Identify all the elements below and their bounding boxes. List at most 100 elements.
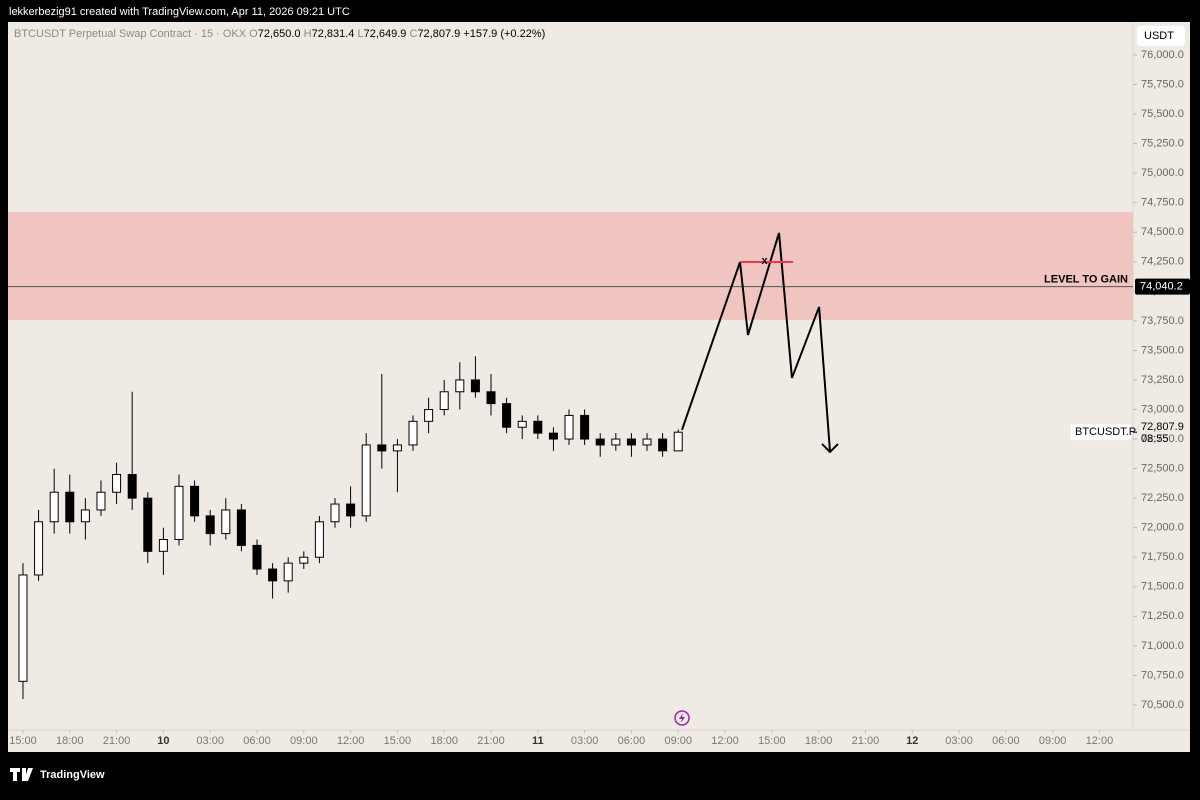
footer-brand: TradingView bbox=[40, 769, 105, 781]
candle-body bbox=[533, 420, 543, 434]
candle-body bbox=[470, 379, 480, 393]
y-tick-label: 72,500.0 bbox=[1141, 462, 1184, 474]
x-tick-label: 15:00 bbox=[758, 735, 786, 747]
x-tick-label: 03:00 bbox=[571, 735, 599, 747]
y-tick-label: 72,750.0 bbox=[1141, 433, 1184, 445]
level-label: LEVEL TO GAIN bbox=[1044, 273, 1128, 285]
marker-label: x bbox=[761, 255, 768, 267]
y-tick-label: 75,000.0 bbox=[1141, 167, 1184, 179]
candle-body bbox=[346, 503, 356, 517]
candle-body bbox=[252, 544, 262, 570]
candle-body bbox=[65, 491, 75, 523]
symbol: BTCUSDT Perpetual Swap Contract · 15 · O… bbox=[14, 28, 247, 40]
x-tick-label: 21:00 bbox=[103, 735, 131, 747]
o-label: O bbox=[249, 28, 258, 40]
y-tick-label: 73,750.0 bbox=[1141, 315, 1184, 327]
x-tick-label: 12 bbox=[906, 735, 918, 747]
candle-body bbox=[190, 485, 200, 517]
x-tick-label: 12:00 bbox=[711, 735, 739, 747]
header: lekkerbezig91 created with TradingView.c… bbox=[9, 6, 350, 18]
candle-body bbox=[127, 474, 137, 499]
l-label: L bbox=[357, 28, 363, 40]
close: 72,807.9 bbox=[417, 28, 460, 40]
c-label: C bbox=[409, 28, 417, 40]
candle-body bbox=[158, 538, 168, 552]
y-tick-label: 73,000.0 bbox=[1141, 403, 1184, 415]
candle-body bbox=[377, 444, 387, 452]
candle-body bbox=[626, 438, 636, 446]
x-tick-label: 03:00 bbox=[945, 735, 973, 747]
candle-body bbox=[658, 438, 668, 452]
candle-body bbox=[361, 444, 371, 517]
candle-body bbox=[517, 420, 527, 428]
symbol-tag bbox=[1071, 424, 1131, 441]
candle-body bbox=[221, 509, 231, 535]
h-label: H bbox=[304, 28, 312, 40]
x-tick-label: 21:00 bbox=[852, 735, 880, 747]
candle-body bbox=[268, 568, 278, 582]
footer-logo: TradingView bbox=[10, 768, 105, 781]
candle-body bbox=[611, 438, 621, 446]
candle-body bbox=[236, 509, 246, 546]
currency-box[interactable] bbox=[1137, 26, 1185, 46]
y-tick-label: 72,250.0 bbox=[1141, 492, 1184, 504]
candle-body bbox=[143, 497, 153, 552]
y-tick-label: 73,500.0 bbox=[1141, 344, 1184, 356]
candle-body bbox=[80, 509, 90, 523]
y-tick-label: 71,000.0 bbox=[1141, 640, 1184, 652]
last-price-label: 72,807.9 bbox=[1141, 421, 1184, 433]
x-tick-label: 21:00 bbox=[477, 735, 505, 747]
x-tick-label: 06:00 bbox=[618, 735, 646, 747]
event-icon[interactable] bbox=[674, 710, 690, 726]
y-tick-label: 74,750.0 bbox=[1141, 197, 1184, 209]
candle-body bbox=[18, 574, 28, 682]
candle-body bbox=[424, 409, 434, 422]
level-tag bbox=[1135, 278, 1190, 295]
x-tick-label: 09:00 bbox=[290, 735, 318, 747]
x-tick-label: 12:00 bbox=[1086, 735, 1114, 747]
candle-body bbox=[205, 515, 215, 535]
projection-arrowhead bbox=[821, 443, 839, 454]
event-circle[interactable] bbox=[674, 710, 690, 726]
legend: BTCUSDT Perpetual Swap Contract · 15 · O… bbox=[14, 28, 545, 40]
candle-body bbox=[595, 438, 605, 446]
candle-body bbox=[642, 438, 652, 446]
x-tick-label: 18:00 bbox=[805, 735, 833, 747]
x-tick-label: 10 bbox=[157, 735, 169, 747]
logo-icon bbox=[10, 768, 33, 781]
candle-body bbox=[34, 521, 44, 576]
x-tick-label: 18:00 bbox=[430, 735, 458, 747]
candle-body bbox=[392, 444, 402, 452]
y-tick-label: 74,250.0 bbox=[1141, 256, 1184, 268]
y-tick-label: 71,500.0 bbox=[1141, 581, 1184, 593]
x-tick-label: 06:00 bbox=[992, 735, 1020, 747]
chart-background bbox=[8, 22, 1190, 752]
countdown: 08:55 bbox=[1141, 433, 1169, 445]
open: 72,650.0 bbox=[258, 28, 301, 40]
candle-body bbox=[439, 391, 449, 411]
candle-body bbox=[299, 556, 309, 564]
x-tick-label: 15:00 bbox=[384, 735, 412, 747]
candle-body bbox=[408, 420, 418, 446]
x-tick-label: 09:00 bbox=[1039, 735, 1067, 747]
candle-body bbox=[314, 521, 324, 558]
candle-body bbox=[112, 474, 122, 493]
event-bolt[interactable] bbox=[679, 713, 685, 723]
candle-body bbox=[330, 503, 340, 523]
candle-body bbox=[96, 491, 106, 511]
x-tick-label: 09:00 bbox=[664, 735, 692, 747]
x-tick-label: 12:00 bbox=[337, 735, 365, 747]
candle-body bbox=[673, 431, 683, 452]
candle-body bbox=[580, 414, 590, 440]
candle-body bbox=[49, 491, 59, 523]
currency[interactable]: USDT bbox=[1144, 30, 1174, 42]
candle-body bbox=[548, 432, 558, 440]
x-tick-label: 18:00 bbox=[56, 735, 84, 747]
y-tick-label: 71,250.0 bbox=[1141, 610, 1184, 622]
candle-body bbox=[502, 403, 512, 428]
y-tick-label: 73,250.0 bbox=[1141, 374, 1184, 386]
y-tick-label: 76,000.0 bbox=[1141, 49, 1184, 61]
y-tick-label: 74,500.0 bbox=[1141, 226, 1184, 238]
symbol-name: BTCUSDT.P bbox=[1075, 426, 1136, 438]
